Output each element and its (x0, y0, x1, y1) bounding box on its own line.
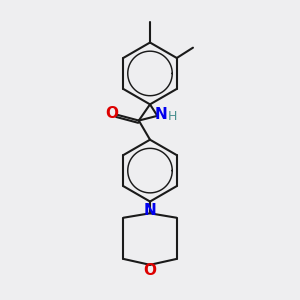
Text: H: H (167, 110, 177, 123)
Text: O: O (143, 262, 157, 278)
Text: O: O (105, 106, 118, 121)
Text: N: N (144, 203, 156, 218)
Text: N: N (154, 107, 167, 122)
